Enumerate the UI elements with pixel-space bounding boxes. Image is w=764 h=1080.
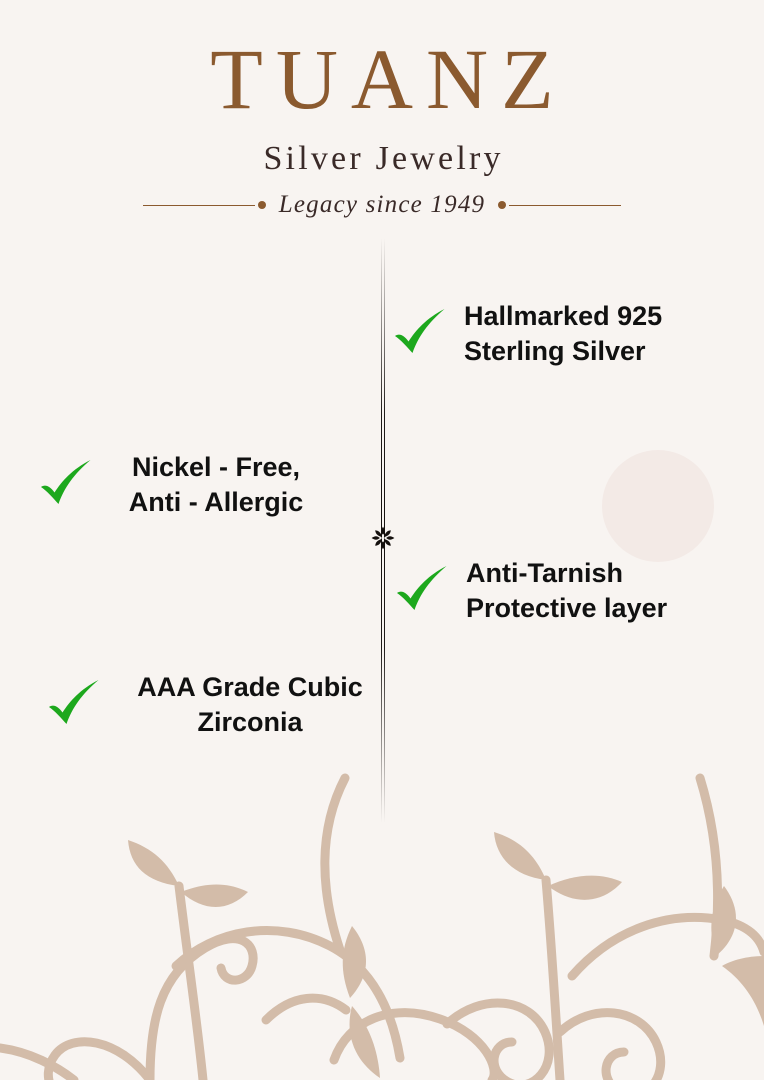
rule-dot-left — [257, 201, 266, 210]
green-check-icon — [46, 677, 102, 733]
feature-item-aaa-grade-cubic-zirconia[interactable]: AAA Grade Cubic Zirconia — [46, 670, 384, 739]
feature-label: Nickel - Free, Anti - Allergic — [128, 452, 304, 517]
rule-line-right — [509, 204, 622, 206]
brand-name: TUANZ — [210, 31, 567, 127]
brand-header: TUANZ Silver Jewelry Legacy since 1949 — [0, 0, 764, 219]
feature-label: Hallmarked 925 Sterling Silver — [464, 301, 663, 366]
feature-label: Anti-Tarnish Protective layer — [466, 558, 668, 623]
green-check-icon — [394, 563, 450, 619]
decorative-circle-icon — [602, 450, 714, 562]
rule-dot-right — [498, 201, 507, 210]
brand-tagline: Silver Jewelry — [263, 140, 504, 177]
feature-item-anti-tarnish-protective-layer[interactable]: Anti-Tarnish Protective layer — [394, 556, 706, 625]
quatrefoil-ornament-icon — [370, 525, 396, 551]
feature-item-nickel-free-anti-allergic[interactable]: Nickel - Free, Anti - Allergic — [38, 450, 324, 519]
green-check-icon — [392, 306, 448, 362]
feature-label: AAA Grade Cubic Zirconia — [137, 672, 363, 737]
green-check-icon — [38, 457, 94, 513]
legacy-rule: Legacy since 1949 — [0, 191, 764, 219]
rule-line-left — [142, 204, 255, 206]
legacy-text: Legacy since 1949 — [278, 191, 486, 219]
feature-item-hallmarked-925-sterling-silver[interactable]: Hallmarked 925 Sterling Silver — [392, 299, 710, 368]
